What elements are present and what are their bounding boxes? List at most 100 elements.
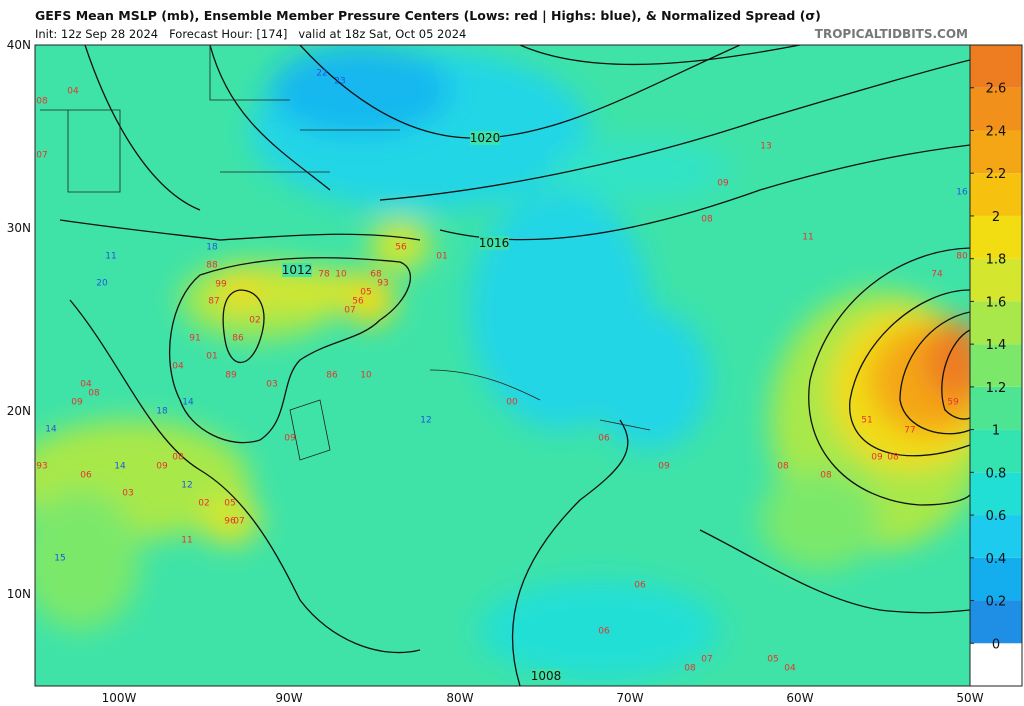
high-center: 14 <box>114 462 126 472</box>
credit: TROPICALTIDBITS.COM <box>815 27 968 41</box>
high-center: 18 <box>206 243 218 253</box>
high-center: 11 <box>105 252 116 262</box>
low-center: 08 <box>820 471 832 481</box>
isobar-label-bg <box>479 236 509 250</box>
low-center: 06 <box>598 434 610 444</box>
colorbar-segment <box>970 344 1022 387</box>
lat-label: 10N <box>7 587 31 601</box>
map-field <box>35 45 970 686</box>
high-center: 12 <box>420 416 431 426</box>
colorbar-tick-label: 1.4 <box>986 338 1007 353</box>
high-center: 18 <box>156 407 168 417</box>
low-center: 78 <box>318 270 330 280</box>
low-center: 02 <box>198 499 209 509</box>
colorbar-tick-label: 1.2 <box>986 381 1007 396</box>
low-center: 07 <box>233 517 244 527</box>
low-center: 08 <box>887 453 899 463</box>
low-center: 06 <box>634 581 646 591</box>
colorbar-tick-label: 1.6 <box>986 295 1007 310</box>
high-center: 15 <box>54 554 65 564</box>
colorbar-segment <box>970 472 1022 516</box>
low-center: 04 <box>67 87 79 97</box>
low-center: 59 <box>947 398 959 408</box>
low-center: 09 <box>658 462 670 472</box>
colorbar-tick-label: 0 <box>992 637 1000 652</box>
high-center: 16 <box>956 188 968 198</box>
low-center: 11 <box>181 536 192 546</box>
lon-label: 80W <box>446 691 473 705</box>
low-center: 91 <box>189 334 200 344</box>
isobar-label: 1016 <box>479 236 510 250</box>
high-center: 14 <box>182 398 194 408</box>
high-center: 20 <box>96 279 108 289</box>
high-center: 22 <box>316 69 327 79</box>
low-center: 03 <box>266 380 277 390</box>
colorbar-segment <box>970 643 1022 686</box>
lon-label: 90W <box>275 691 302 705</box>
lon-label: 70W <box>616 691 643 705</box>
colorbar-segment <box>970 301 1022 345</box>
low-center: 96 <box>224 517 236 527</box>
lat-label: 40N <box>7 38 31 52</box>
low-center: 99 <box>215 280 227 290</box>
low-center: 05 <box>767 655 778 665</box>
isobar-label-bg <box>282 263 312 277</box>
colorbar-tick-label: 1.8 <box>986 253 1007 268</box>
colorbar-segment <box>970 515 1022 558</box>
colorbar-segment <box>970 386 1022 430</box>
low-center: 04 <box>80 380 92 390</box>
low-center: 87 <box>208 297 219 307</box>
low-center: 74 <box>931 270 943 280</box>
colorbar-tick-label: 0.8 <box>986 466 1007 481</box>
low-center: 03 <box>122 489 133 499</box>
high-center: 14 <box>45 425 57 435</box>
colorbar-tick-label: 0.4 <box>986 552 1007 567</box>
lon-label: 50W <box>956 691 983 705</box>
low-center: 51 <box>861 416 872 426</box>
low-center: 80 <box>956 252 968 262</box>
low-center: 11 <box>802 233 813 243</box>
low-center: 08 <box>684 664 696 674</box>
colorbar-segment <box>970 173 1022 216</box>
low-center: 10 <box>360 371 372 381</box>
lat-label: 20N <box>7 404 31 418</box>
low-center: 07 <box>36 151 47 161</box>
colorbar-tick-label: 0.2 <box>986 595 1007 610</box>
low-center: 89 <box>225 371 237 381</box>
low-center: 68 <box>370 270 382 280</box>
colorbar-segment <box>970 215 1022 259</box>
isobar-label: 1008 <box>531 669 562 683</box>
low-center: 02 <box>249 316 260 326</box>
low-center: 77 <box>904 426 915 436</box>
isobar-label: 1020 <box>470 131 501 145</box>
low-center: 08 <box>777 462 789 472</box>
isobar-label-bg <box>470 131 500 145</box>
colorbar-segment <box>970 600 1022 644</box>
low-center: 93 <box>36 462 47 472</box>
low-center: 56 <box>395 243 407 253</box>
low-center: 08 <box>88 389 100 399</box>
low-center: 05 <box>360 288 371 298</box>
isobar-label-bg <box>531 669 561 683</box>
low-center: 09 <box>156 462 168 472</box>
colorbar-segment <box>970 45 1022 88</box>
low-center: 07 <box>344 306 355 316</box>
low-center: 05 <box>224 499 235 509</box>
low-center: 01 <box>436 252 447 262</box>
colorbar-segment <box>970 258 1022 302</box>
lon-label: 100W <box>102 691 137 705</box>
low-center: 06 <box>80 471 92 481</box>
low-center: 08 <box>172 453 184 463</box>
low-center: 10 <box>335 270 347 280</box>
low-center: 08 <box>36 97 48 107</box>
low-center: 04 <box>172 362 184 372</box>
colorbar-segment <box>970 130 1022 174</box>
low-center: 08 <box>701 215 713 225</box>
colorbar-tick-label: 2.4 <box>986 124 1007 139</box>
colorbar-frame <box>969 44 1023 687</box>
isobar-label: 1012 <box>282 263 313 277</box>
lon-label: 60W <box>786 691 813 705</box>
low-center: 00 <box>506 398 518 408</box>
low-center: 86 <box>326 371 338 381</box>
